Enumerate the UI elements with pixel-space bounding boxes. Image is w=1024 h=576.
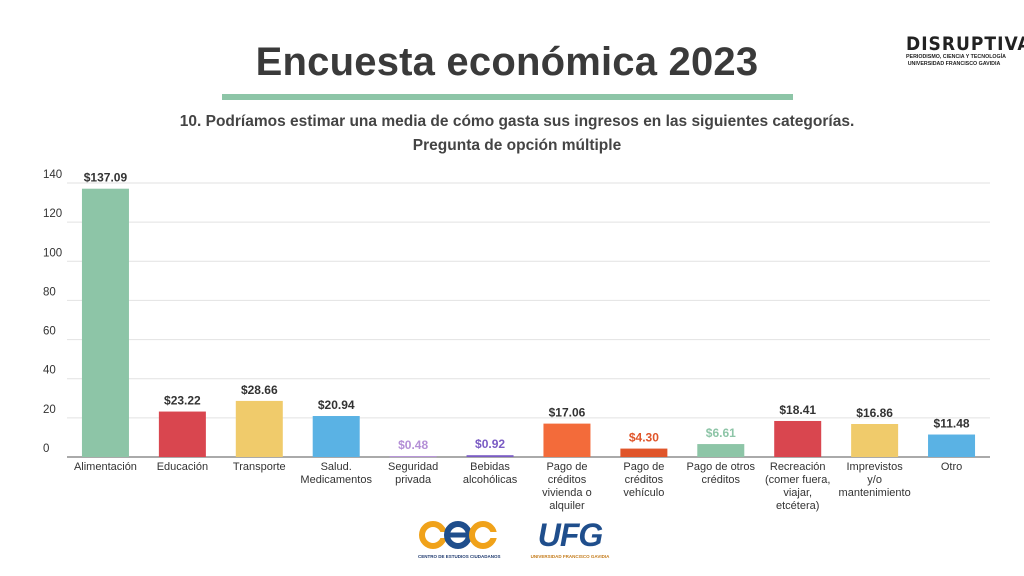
x-tick-label-line: mantenimiento — [839, 487, 911, 499]
bar — [312, 416, 360, 457]
data-label: $17.06 — [549, 406, 586, 420]
x-tick-label-line: Bebidas — [470, 461, 510, 473]
x-tick-label: Pago de créditos vivienda o alquiler — [542, 461, 592, 512]
x-tick-label: Bebidas alcohólicas — [463, 461, 518, 486]
data-label: $20.94 — [318, 398, 355, 412]
data-label: $0.48 — [398, 438, 428, 452]
data-label: $16.86 — [856, 406, 893, 420]
bar — [543, 423, 591, 457]
bar — [235, 400, 283, 457]
bar — [466, 455, 514, 457]
y-tick-label: 100 — [43, 247, 62, 259]
x-tick-label-line: Alimentación — [74, 461, 137, 473]
brand-institution: UNIVERSIDAD FRANCISCO GAVIDIA — [907, 60, 1001, 67]
data-label: $6.61 — [706, 426, 736, 440]
x-tick-label-line: Educación — [157, 461, 208, 473]
ufg-logo-caption: UNIVERSIDAD FRANCISCO GAVIDIA — [530, 554, 610, 559]
x-tick-label-line: viajar, — [783, 487, 812, 499]
ufg-logo-mark: UFG — [537, 517, 604, 553]
x-tick-label: Seguridad privada — [388, 461, 438, 486]
bar — [697, 444, 745, 457]
data-label: $18.41 — [779, 403, 816, 417]
data-label: $0.92 — [475, 437, 505, 451]
y-tick-label: 120 — [43, 208, 62, 220]
bar — [851, 424, 899, 457]
x-tick-label-line: Imprevistos — [847, 461, 904, 473]
question-type: Pregunta de opción múltiple — [412, 137, 622, 154]
x-tick-label-line: Medicamentos — [300, 474, 372, 486]
cec-logo-caption: CENTRO DE ESTUDIOS CIUDADANOS — [418, 554, 501, 559]
x-tick-label-line: Recreación — [770, 461, 826, 473]
y-tick-label: 40 — [43, 365, 56, 377]
x-tick-label-line: alquiler — [549, 500, 585, 512]
x-tick-label: Pago de otros créditos — [687, 461, 756, 486]
x-tick-label: Imprevistos y/o mantenimiento — [839, 461, 911, 499]
cec-logo-mark — [419, 521, 497, 549]
x-tick-label: Pago de créditos vehículo — [623, 461, 664, 499]
footer-logos: CENTRO DE ESTUDIOS CIUDADANOS UFG UNIVER… — [0, 517, 1024, 561]
bar — [158, 411, 206, 457]
x-tick-label-line: Pago de — [623, 461, 664, 473]
x-tick-label: Alimentación — [74, 461, 137, 473]
x-tick-label-line: Pago de otros — [687, 461, 756, 473]
y-tick-label: 60 — [43, 326, 56, 338]
x-tick-label-line: créditos — [625, 474, 664, 486]
bar — [389, 456, 437, 458]
x-tick-label-line: vehículo — [623, 487, 664, 499]
x-tick-label-line: Seguridad — [388, 461, 438, 473]
x-tick-label-line: (comer fuera, — [765, 474, 830, 486]
data-label: $11.48 — [934, 417, 970, 431]
x-tick-label-line: Transporte — [233, 461, 286, 473]
x-tick-label: Salud. Medicamentos — [300, 461, 372, 486]
bar — [774, 420, 822, 457]
title-underline — [222, 94, 793, 100]
data-label: $137.09 — [84, 171, 128, 185]
x-tick-label: Otro — [941, 461, 962, 473]
question-text: 10. Podríamos estimar una media de cómo … — [179, 113, 855, 130]
y-tick-label: 140 — [43, 169, 62, 181]
x-tick-label: Educación — [157, 461, 208, 473]
bar — [928, 434, 976, 457]
x-tick-label-line: vivienda o — [542, 487, 592, 499]
x-tick-label-line: y/o — [867, 474, 882, 486]
x-tick-label-line: privada — [395, 474, 432, 486]
disruptiva-logo: DISRUPTIVA PERIODISMO, CIENCIA Y TECNOLO… — [906, 33, 1024, 67]
brand-name: DISRUPTIVA — [906, 33, 1024, 55]
x-tick-label-line: etcétera) — [776, 500, 819, 512]
data-label: $4.30 — [629, 431, 659, 445]
y-tick-label: 20 — [43, 404, 56, 416]
ufg-logo: UFG UNIVERSIDAD FRANCISCO GAVIDIA — [525, 517, 615, 561]
x-tick-label-line: créditos — [702, 474, 741, 486]
y-tick-label: 0 — [43, 443, 49, 455]
bar — [620, 448, 668, 457]
y-tick-label: 80 — [43, 286, 56, 298]
data-label: $23.22 — [164, 394, 201, 408]
bar — [81, 188, 129, 457]
x-tick-label: Recreación (comer fuera, viajar, etcétera) — [765, 461, 830, 512]
x-tick-label-line: créditos — [548, 474, 587, 486]
x-tick-label-line: alcohólicas — [463, 474, 518, 486]
cec-logo: CENTRO DE ESTUDIOS CIUDADANOS — [418, 517, 501, 561]
x-tick-label-line: Otro — [941, 461, 962, 473]
x-tick-label-line: Pago de — [546, 461, 587, 473]
page-title: Encuesta económica 2023 — [255, 40, 759, 84]
brand-tagline: PERIODISMO, CIENCIA Y TECNOLOGÍA — [906, 54, 1006, 60]
data-label: $28.66 — [241, 383, 278, 397]
x-tick-label: Transporte — [233, 461, 286, 473]
x-tick-label-line: Salud. — [321, 461, 352, 473]
